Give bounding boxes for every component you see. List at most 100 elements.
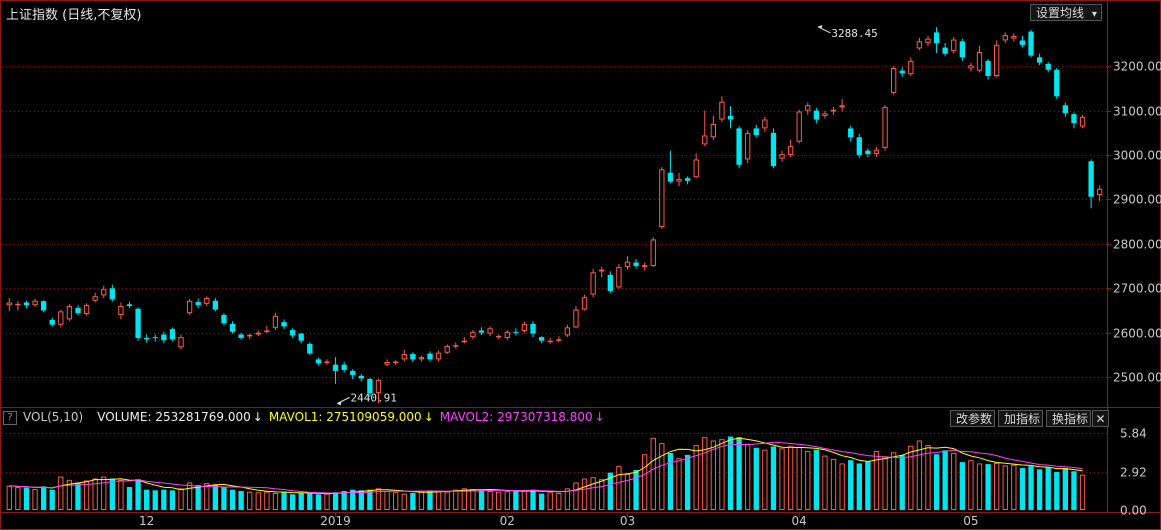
candle [916,37,923,51]
candle-body [375,379,382,394]
candle [882,105,888,151]
candle [307,342,313,355]
close-icon[interactable]: ✕ [1092,410,1109,427]
candle-body [702,135,708,145]
candle [315,357,322,366]
candle-body [873,149,880,155]
candle-body [933,32,940,44]
candle [470,330,476,340]
volume-bar [58,476,64,510]
candle [427,351,433,362]
grid-layer [2,66,1107,473]
candle [453,342,459,349]
volume-bar [101,476,107,510]
volume-bar [238,490,244,510]
volume-bar [1036,469,1043,510]
candle-body [289,330,296,336]
candle [538,336,545,344]
candle [890,66,897,95]
candle-body [1079,116,1086,127]
candle [736,126,742,169]
candle-body [581,297,588,310]
candle-body [410,354,416,360]
candle [650,237,656,267]
volume-bar [470,489,476,510]
volume-bar [942,450,948,510]
volume-bar [435,490,442,511]
candle [1019,35,1026,48]
candle [32,298,38,307]
volume-bar [229,489,236,510]
x-tick-label: 03 [620,514,635,528]
volume-bar [118,479,124,510]
volume-bar [521,490,528,511]
volume-bar [659,443,665,510]
price-tick-label: 2700.00 [1113,282,1161,296]
candle-body [49,319,55,325]
candle [530,321,536,338]
candle [848,125,854,142]
candle-body [281,322,287,327]
annotation-arrowhead [817,24,823,29]
volume-bar [805,450,811,511]
candle [607,271,613,293]
volume-bar [719,439,725,510]
candle-body [384,362,390,365]
volume-indicator-bar: ? VOL(5,10) VOLUME: 253281769.000 ↓ MAVOL1: … [0,408,1108,427]
candle-body [676,179,682,182]
candle-body [264,330,270,332]
help-icon[interactable]: ? [3,410,17,425]
candle [281,319,287,330]
vol-indicator-name[interactable]: VOL(5,10) [23,410,84,424]
volume-bar [6,485,12,510]
candle-body [6,302,12,306]
volume-bar [1062,468,1069,510]
candle-body [736,128,742,165]
candle [444,344,450,355]
candle-body [75,307,81,314]
volume-bar [264,491,270,510]
volume-bar [341,490,347,510]
volume-bar [204,483,210,510]
candle [590,268,596,298]
set-ma-button[interactable]: 设置均线 ▾ [1030,4,1102,21]
candle-body [66,306,73,320]
volume-bar [684,454,691,510]
volume-bar [693,445,699,511]
mavol1-arrow-icon: ↓ [423,410,434,424]
volume-bar [375,488,382,510]
switch-indicator-button[interactable]: 换指标 [1046,410,1091,427]
volume-bar [152,490,158,510]
price-tick-label: 3100.00 [1113,105,1161,119]
candle [358,374,364,382]
volume-bar [427,490,433,510]
candle [822,110,828,119]
mavol2-value: MAVOL2: 297307318.800 [439,410,593,424]
x-tick-label: 04 [792,514,807,528]
candle [684,176,691,185]
volume-bar [1079,474,1086,510]
candle [487,326,493,337]
candle [702,110,708,147]
candle [1028,29,1034,58]
volume-bar [564,488,571,510]
candle-body [427,353,433,360]
candle-body [15,303,21,306]
candle-body [358,375,364,379]
candle-body [229,323,236,332]
add-indicator-button[interactable]: 加指标 [998,410,1043,427]
volume-bar [745,443,751,510]
candle [727,106,734,129]
volume-bar [23,487,30,510]
candle [23,300,30,309]
candle-body [461,340,468,343]
candle [693,153,699,179]
annotation-label: 2440.91 [351,391,397,404]
candle-body [1036,57,1043,63]
mavol2-line [9,441,1083,494]
candle-body [1045,63,1051,70]
candle [221,313,227,326]
set-ma-label: 设置均线 [1036,6,1085,20]
modify-params-button[interactable]: 改参数 [950,410,995,427]
